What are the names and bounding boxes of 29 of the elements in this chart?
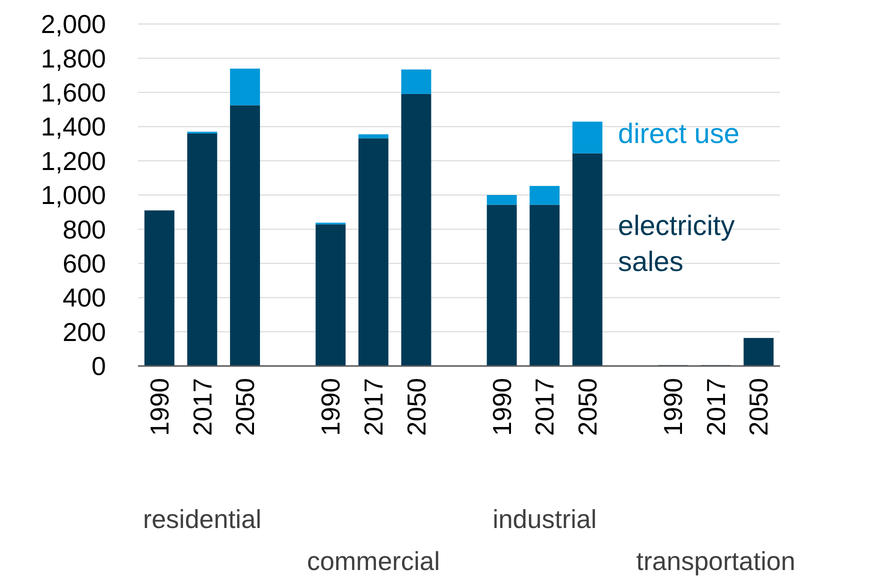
- y-tick-label: 200: [62, 316, 106, 347]
- x-tick-label: 2017: [187, 378, 218, 436]
- x-tick-label: 2017: [700, 378, 731, 436]
- series-label: electricity sales: [618, 210, 735, 277]
- y-tick-label: 1,600: [40, 78, 106, 108]
- y-tick-label: 1,200: [40, 146, 106, 176]
- y-tick-label: 2,000: [40, 9, 106, 40]
- x-tick-label: 1990: [658, 378, 688, 436]
- y-tick-label: 600: [62, 248, 106, 278]
- text: residential: [142, 504, 262, 534]
- x-tick-label: 1990: [316, 378, 346, 436]
- text: industrial: [492, 504, 597, 534]
- x-tick-label: 2017: [358, 378, 388, 436]
- y-tick-label: 0: [92, 351, 106, 382]
- x-tick-label: 2050: [401, 378, 432, 436]
- x-tick-label: 2050: [572, 378, 602, 436]
- series-label: direct use: [618, 118, 740, 149]
- text: transportation: [636, 546, 796, 576]
- x-tick-label: 2017: [530, 378, 560, 436]
- x-tick-label: 1990: [144, 378, 174, 436]
- x-tick-label: 2050: [230, 378, 260, 436]
- y-tick-label: 800: [62, 214, 106, 244]
- y-tick-label: 400: [62, 282, 106, 313]
- text: commercial: [306, 546, 440, 576]
- x-tick-label: 1990: [486, 378, 517, 436]
- y-tick-label: 1,000: [40, 180, 106, 210]
- y-tick-label: 1,800: [40, 43, 106, 74]
- x-tick-label: 2050: [744, 378, 774, 436]
- y-tick-label: 1,400: [40, 112, 106, 142]
